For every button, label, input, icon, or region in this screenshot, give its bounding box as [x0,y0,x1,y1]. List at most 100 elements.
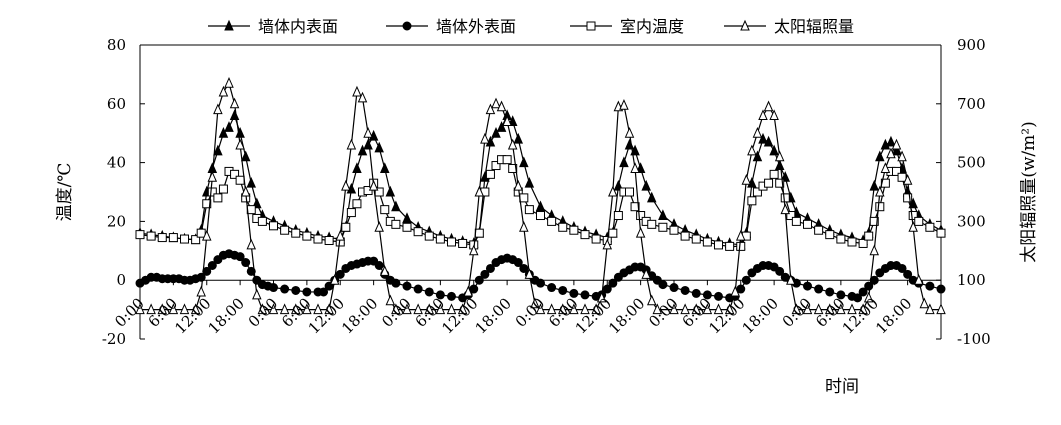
data-point [853,293,863,303]
data-point [908,211,918,221]
data-point [897,172,907,182]
data-point [875,202,885,212]
data-point [897,263,907,273]
data-point [513,179,524,191]
x-tick-label: 12:00 [572,294,615,337]
data-point [814,225,824,235]
data-point [491,97,501,109]
data-point [402,212,412,223]
data-point [535,303,546,315]
data-point [875,185,885,197]
data-point [291,285,301,295]
data-point [290,303,301,315]
data-point [374,261,384,270]
left-tick-label: 60 [107,95,126,113]
data-point [869,244,880,256]
right-tick-label: 300 [957,212,986,230]
data-point [886,147,896,159]
x-tick-label: 18:00 [605,294,648,337]
data-point [402,303,412,315]
data-point [190,303,201,315]
data-point [224,121,234,132]
data-point [201,229,212,241]
right-tick-label: 100 [957,271,986,289]
data-point [496,100,507,112]
data-point [357,144,368,156]
data-point [530,297,540,309]
data-point [507,115,518,126]
data-point [752,126,763,138]
data-point [864,231,874,241]
data-point [519,156,529,168]
data-point [335,229,346,241]
data-point [863,291,874,303]
data-point [635,226,646,238]
data-point [268,303,279,315]
data-point [391,303,401,315]
data-point [379,265,390,276]
data-point [569,288,579,298]
data-point [713,303,724,315]
data-point [157,233,167,243]
data-point [680,285,690,295]
data-point [736,241,746,251]
data-point [691,234,701,244]
data-point [424,287,434,297]
data-point [391,200,401,212]
data-point [775,266,785,276]
data-point [502,155,512,165]
data-point [925,303,935,315]
data-point [485,103,496,115]
data-point [813,303,824,315]
data-point [207,187,217,197]
data-point [385,185,396,197]
data-point [646,294,657,306]
data-point [252,288,262,300]
x-tick-label: 18:00 [739,294,782,337]
data-point [446,303,457,315]
legend-label: 太阳辐照量 [774,17,854,36]
data-point [341,179,351,191]
data-point [791,303,802,315]
data-point [735,229,746,241]
data-point [880,162,891,173]
data-point [752,187,762,197]
x-axis-title: 时间 [825,377,859,397]
data-point [803,219,812,229]
data-point [769,144,779,156]
data-point [641,268,651,279]
data-point [524,176,535,188]
data-point [402,222,412,232]
data-point [546,303,557,315]
data-point [714,291,723,301]
data-point [624,126,635,138]
data-point [569,225,579,235]
data-point [435,234,445,244]
data-point [413,227,423,237]
data-point [630,162,640,173]
series-3 [135,76,946,315]
data-point [858,287,868,297]
data-point [903,193,913,203]
left-tick-label: 20 [107,212,126,230]
data-point [580,230,590,240]
left-tick-label: 0 [116,271,126,289]
data-point [936,228,946,238]
data-point [824,303,835,315]
data-point [747,144,757,156]
data-point [741,174,752,185]
data-point [218,184,228,194]
data-point [702,290,712,300]
data-point [702,237,712,247]
x-tick-label: 12:00 [305,294,348,337]
data-point [608,278,618,288]
data-point [763,135,774,147]
series-group [135,76,946,315]
data-point [558,222,568,232]
x-tick-label: 18:00 [338,294,381,337]
data-point [725,241,735,251]
data-point [229,97,240,109]
data-point [891,138,902,150]
data-point [279,303,290,315]
